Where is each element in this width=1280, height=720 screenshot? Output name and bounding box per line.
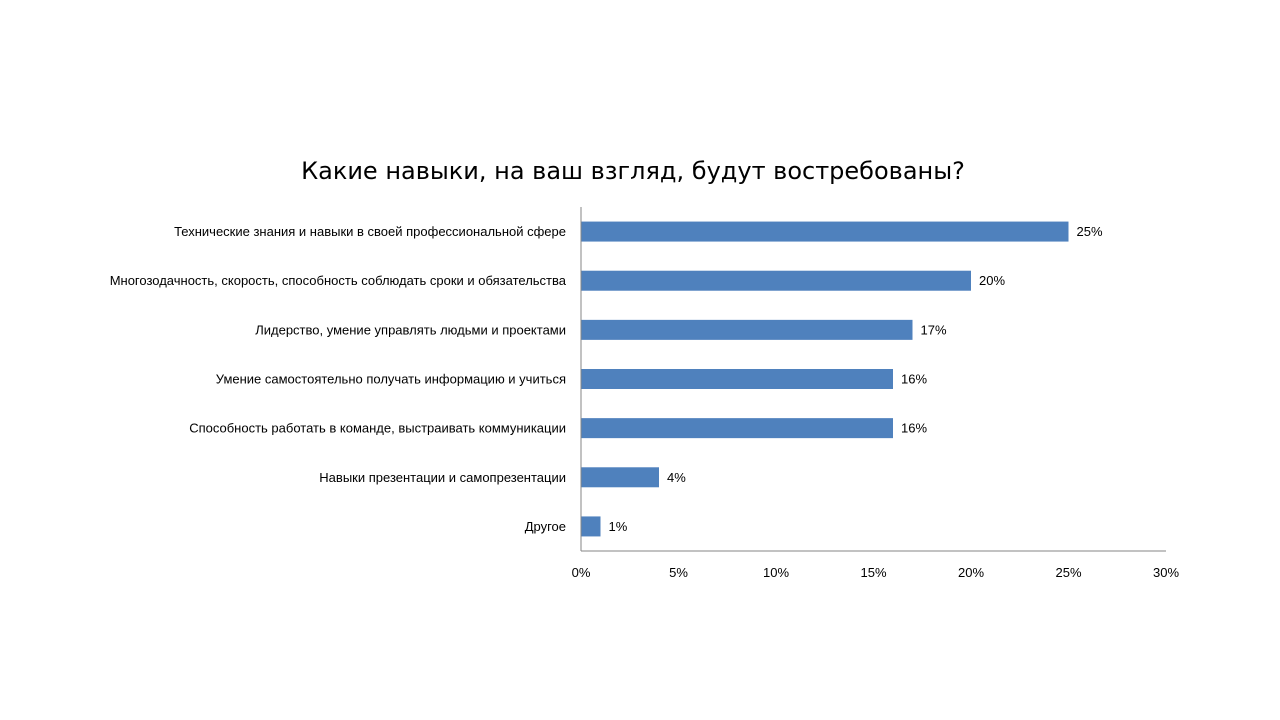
labels-layer: Технические знания и навыки в своей проф…: [110, 224, 1180, 580]
x-tick-label: 30%: [1153, 565, 1179, 580]
chart-title: Какие навыки, на ваш взгляд, будут востр…: [301, 157, 965, 185]
bar: [581, 516, 601, 537]
bar: [581, 221, 1069, 242]
category-label: Навыки презентации и самопрезентации: [319, 470, 566, 485]
x-tick-label: 0%: [572, 565, 591, 580]
category-label: Умение самостоятельно получать информаци…: [216, 372, 566, 387]
category-label: Способность работать в команде, выстраив…: [189, 421, 566, 436]
x-tick-label: 20%: [958, 565, 984, 580]
data-label: 25%: [1077, 224, 1103, 239]
x-tick-label: 15%: [860, 565, 886, 580]
data-label: 16%: [901, 421, 927, 436]
category-label: Лидерство, умение управлять людьми и про…: [255, 322, 566, 337]
category-label: Многозодачность, скорость, способность с…: [110, 273, 567, 288]
data-label: 1%: [609, 519, 628, 534]
axes: [580, 207, 1166, 552]
bar: [581, 467, 659, 488]
x-tick-label: 10%: [763, 565, 789, 580]
x-tick-label: 5%: [669, 565, 688, 580]
category-label: Технические знания и навыки в своей проф…: [174, 224, 566, 239]
bar: [581, 319, 913, 340]
data-label: 16%: [901, 372, 927, 387]
category-label: Другое: [525, 519, 566, 534]
bar: [581, 369, 893, 389]
data-label: 20%: [979, 273, 1005, 288]
bar: [581, 418, 893, 439]
data-label: 4%: [667, 470, 686, 485]
bars-layer: [581, 221, 1069, 537]
bar: [581, 270, 971, 291]
data-label: 17%: [921, 322, 947, 337]
x-tick-label: 25%: [1055, 565, 1081, 580]
